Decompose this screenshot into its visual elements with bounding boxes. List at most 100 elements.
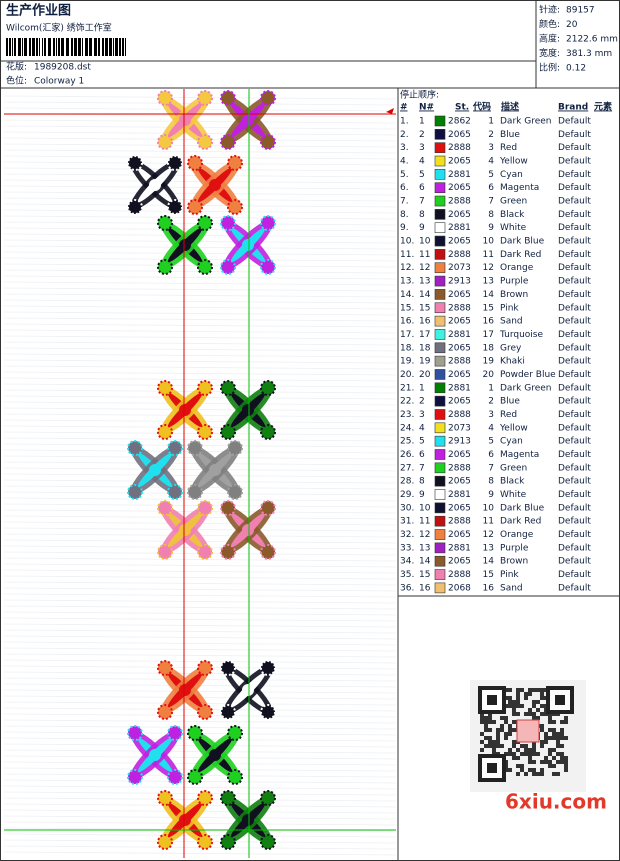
motif (220, 660, 276, 720)
color-name: Sand (500, 317, 523, 327)
motif (157, 380, 213, 440)
color-name: Sand (500, 583, 523, 593)
flower (260, 544, 276, 560)
flower (227, 155, 243, 171)
barcode (6, 38, 126, 56)
thread-code: 2065 (448, 397, 471, 407)
brand: Default (558, 277, 591, 287)
qr-cell (480, 748, 484, 752)
color-swatch (434, 182, 446, 193)
qr-cell (540, 760, 544, 764)
qr-logo (516, 719, 540, 743)
qr-cell (496, 728, 500, 732)
flower (220, 660, 236, 676)
needle-number: 15 (419, 303, 430, 313)
fabric-texture (3, 605, 397, 610)
qr-cell (556, 744, 560, 748)
color-swatch (434, 409, 446, 420)
bar (22, 38, 23, 56)
bar (113, 38, 114, 56)
qr-finder-dot (555, 695, 565, 705)
center (209, 179, 221, 191)
row-number: 8. (400, 210, 409, 220)
color-code: 6 (488, 450, 494, 460)
stat-label: 比例: (539, 62, 560, 74)
stat-label: 宽度: (539, 47, 560, 59)
qr-cell (524, 772, 528, 776)
qr-finder-dot (487, 695, 497, 705)
bar (42, 38, 43, 56)
row-number: 29. (400, 490, 414, 500)
color-code: 16 (483, 317, 495, 327)
needle-number: 19 (419, 357, 431, 367)
color-code: 16 (483, 583, 495, 593)
fabric-texture (3, 365, 397, 370)
flower (157, 790, 173, 806)
color-swatch (434, 369, 446, 380)
qr-cell (532, 744, 536, 748)
brand: Default (558, 583, 591, 593)
thread-code: 2065 (448, 450, 471, 460)
qr-cell (532, 748, 536, 752)
motif (157, 790, 213, 850)
qr-cell (532, 712, 536, 716)
fabric-texture (3, 593, 397, 598)
color-code: 1 (488, 383, 494, 393)
thread-code: 2065 (448, 183, 471, 193)
row-number: 3. (400, 143, 409, 153)
qr-cell (556, 752, 560, 756)
qr-cell (548, 760, 552, 764)
qr-cell (508, 732, 512, 736)
qr-cell (560, 752, 564, 756)
flower (197, 259, 213, 275)
color-code: 8 (488, 477, 494, 487)
row-number: 27. (400, 463, 414, 473)
brand: Default (558, 423, 591, 433)
flower (157, 90, 173, 106)
qr-cell (520, 768, 524, 772)
brand: Default (558, 477, 591, 487)
row-number: 22. (400, 397, 414, 407)
color-code: 15 (483, 303, 494, 313)
center (179, 114, 191, 126)
bar (48, 38, 51, 56)
color-code: 5 (488, 437, 494, 447)
thread-code: 2073 (448, 263, 471, 273)
column-header: Brand (558, 103, 588, 113)
color-code: 20 (483, 370, 495, 380)
center (242, 814, 254, 826)
qr-cell (504, 716, 508, 720)
color-swatch (434, 342, 446, 354)
flower (157, 259, 173, 275)
color-swatch (434, 355, 446, 367)
qr-cell (504, 732, 508, 736)
stat-label: 针迹: (539, 4, 560, 16)
row-number: 34. (400, 557, 414, 567)
qr-cell (496, 744, 500, 748)
flower (220, 834, 236, 850)
flower (227, 440, 243, 456)
brand: Default (558, 303, 591, 313)
qr-cell (520, 704, 524, 708)
qr-cell (504, 720, 508, 724)
needle-number: 12 (419, 263, 430, 273)
brand: Default (558, 330, 591, 340)
needle-number: 20 (419, 370, 431, 380)
qr-cell (540, 728, 544, 732)
qr-cell (512, 700, 516, 704)
flower (260, 704, 276, 720)
stat-value: 20 (566, 20, 578, 30)
center (179, 404, 191, 416)
color-name: White (500, 223, 527, 233)
fabric-texture (3, 119, 397, 124)
flower (157, 424, 173, 440)
qr-cell (528, 756, 532, 760)
qr-cell (540, 712, 544, 716)
brand: Default (558, 530, 591, 540)
fabric-texture (3, 329, 397, 334)
qr-cell (508, 700, 512, 704)
qr-cell (560, 736, 564, 740)
qr-cell (500, 716, 504, 720)
flower (167, 155, 183, 171)
qr-cell (492, 748, 496, 752)
